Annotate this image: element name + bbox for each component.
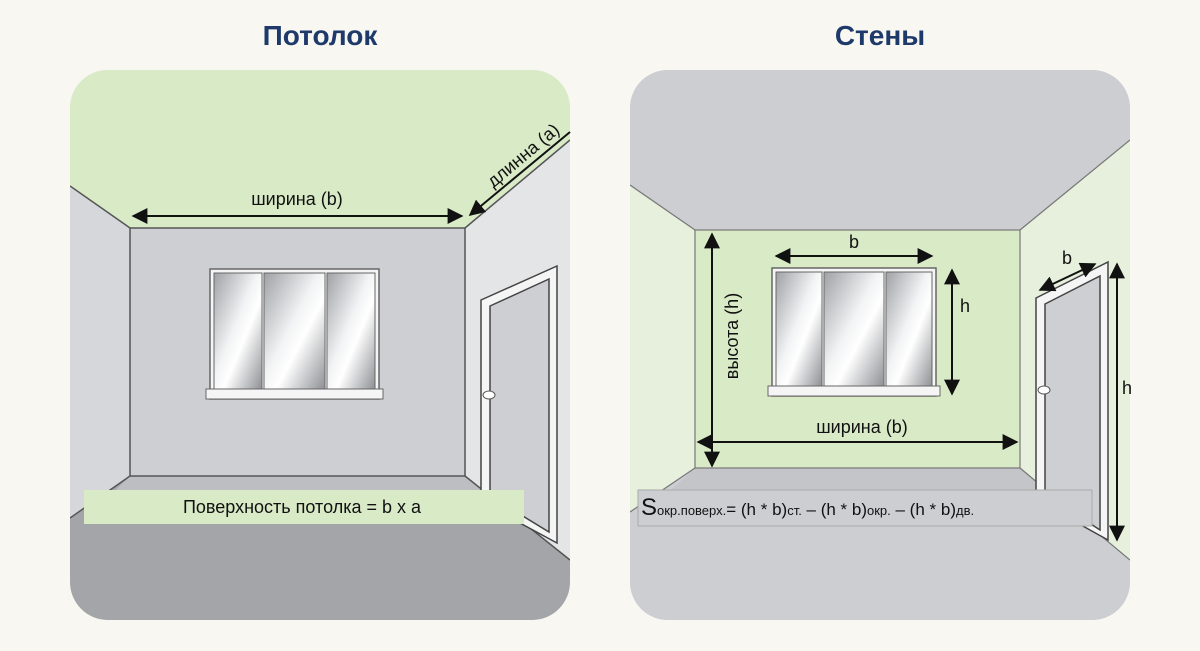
ceiling-room — [70, 70, 570, 620]
door-h-label: h — [1122, 378, 1132, 398]
door-b-label: b — [1062, 248, 1072, 268]
door-width-arrow — [1038, 262, 1097, 292]
left-wall-green — [630, 185, 695, 512]
wall-height-label: высота (h) — [722, 293, 742, 379]
walls-room — [630, 70, 1130, 620]
walls-formula-box — [637, 489, 1093, 527]
door-left — [480, 264, 558, 545]
ceiling-width-label: ширина (b) — [251, 189, 343, 209]
walls-title: Стены — [834, 20, 926, 51]
ceiling-surface — [70, 70, 570, 228]
window-left — [205, 268, 384, 400]
door-right — [1035, 260, 1109, 542]
length-arrow-ceiling — [468, 131, 571, 217]
window-h-label: h — [960, 296, 970, 316]
walls-formula: Sокр.поверх.= (h * b)ст. – (h * b)окр. –… — [641, 494, 974, 521]
ceiling-title: Потолок — [262, 20, 378, 51]
ceiling-formula-box — [84, 490, 524, 524]
window-right — [767, 267, 941, 397]
window-b-label: b — [849, 232, 859, 252]
ceiling-grey — [630, 70, 1130, 230]
wall-width-label: ширина (b) — [816, 417, 908, 437]
ceiling-formula: Поверхность потолка = b x a — [183, 497, 422, 517]
left-wall — [70, 186, 130, 518]
